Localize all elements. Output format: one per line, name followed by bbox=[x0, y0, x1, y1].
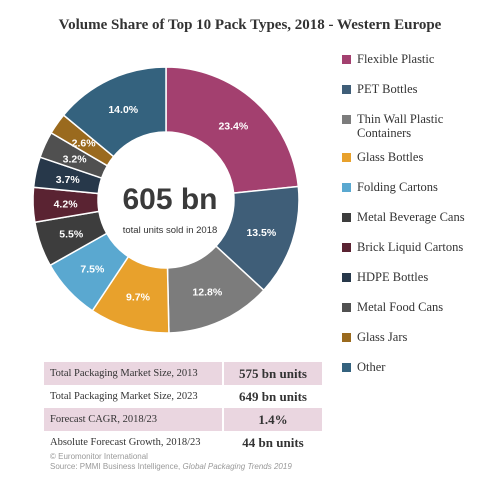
stats-row: Forecast CAGR, 2018/23 1.4% bbox=[44, 408, 322, 431]
legend-label: Metal Beverage Cans bbox=[357, 210, 465, 224]
legend-swatch bbox=[342, 55, 351, 64]
donut-slice bbox=[62, 66, 167, 158]
slice-value-label: 3.7% bbox=[56, 174, 81, 186]
legend-label: Folding Cartons bbox=[357, 180, 438, 194]
stats-row: Total Packaging Market Size, 2013 575 bn… bbox=[44, 362, 322, 385]
stats-value: 649 bn units bbox=[222, 385, 322, 408]
chart-title: Volume Share of Top 10 Pack Types, 2018 … bbox=[58, 17, 442, 33]
legend-swatch bbox=[342, 85, 351, 94]
donut-slice bbox=[165, 66, 300, 194]
stats-row: Absolute Forecast Growth, 2018/23 44 bn … bbox=[44, 431, 322, 454]
legend-swatch bbox=[342, 153, 351, 162]
legend-label: Glass Jars bbox=[357, 330, 408, 344]
slice-value-label: 12.8% bbox=[192, 287, 222, 299]
source-prefix: Source: PMMI Business Intelligence, bbox=[50, 462, 183, 471]
stats-value: 575 bn units bbox=[222, 362, 322, 385]
legend-label: PET Bottles bbox=[357, 82, 418, 96]
legend-swatch bbox=[342, 363, 351, 372]
slice-value-label: 4.2% bbox=[54, 199, 79, 211]
legend-label: HDPE Bottles bbox=[357, 270, 429, 284]
source-title: Global Packaging Trends 2019 bbox=[182, 462, 292, 471]
legend-label: Thin Wall Plastic Containers bbox=[357, 112, 444, 140]
footer: © Euromonitor International Source: PMMI… bbox=[50, 452, 450, 472]
legend-swatch bbox=[342, 213, 351, 222]
stats-row: Total Packaging Market Size, 2023 649 bn… bbox=[44, 385, 322, 408]
slice-value-label: 2.6% bbox=[72, 137, 97, 149]
stats-label: Total Packaging Market Size, 2013 bbox=[44, 362, 223, 385]
copyright-text: © Euromonitor International bbox=[50, 452, 148, 461]
stats-label: Total Packaging Market Size, 2023 bbox=[50, 391, 198, 402]
stats-value: 44 bn units bbox=[222, 431, 322, 454]
legend-swatch bbox=[342, 115, 351, 124]
stats-table: Total Packaging Market Size, 2013 575 bn… bbox=[44, 362, 322, 454]
center-total: 605 bn bbox=[122, 183, 218, 216]
slice-value-label: 7.5% bbox=[80, 263, 105, 275]
stats-label: Absolute Forecast Growth, 2018/23 bbox=[50, 437, 201, 448]
slice-value-label: 23.4% bbox=[218, 120, 248, 132]
stats-label: Forecast CAGR, 2018/23 bbox=[44, 408, 223, 431]
slice-value-label: 3.2% bbox=[63, 153, 88, 165]
slice-value-label: 9.7% bbox=[126, 292, 151, 304]
legend-swatch bbox=[342, 183, 351, 192]
source-text: Source: PMMI Business Intelligence, Glob… bbox=[50, 462, 450, 472]
slice-value-label: 14.0% bbox=[108, 104, 138, 116]
legend-swatch bbox=[342, 273, 351, 282]
legend-swatch bbox=[342, 243, 351, 252]
stats-value: 1.4% bbox=[222, 408, 322, 431]
legend-label: Flexible Plastic bbox=[357, 52, 435, 66]
legend-label: Glass Bottles bbox=[357, 150, 424, 164]
legend-swatch bbox=[342, 333, 351, 342]
slice-value-label: 13.5% bbox=[246, 227, 276, 239]
legend-label: Brick Liquid Cartons bbox=[357, 240, 464, 254]
center-subtitle: total units sold in 2018 bbox=[122, 225, 218, 236]
legend-label: Metal Food Cans bbox=[357, 300, 444, 314]
legend-label: Other bbox=[357, 360, 386, 374]
slice-value-label: 5.5% bbox=[59, 229, 84, 241]
legend-swatch bbox=[342, 303, 351, 312]
